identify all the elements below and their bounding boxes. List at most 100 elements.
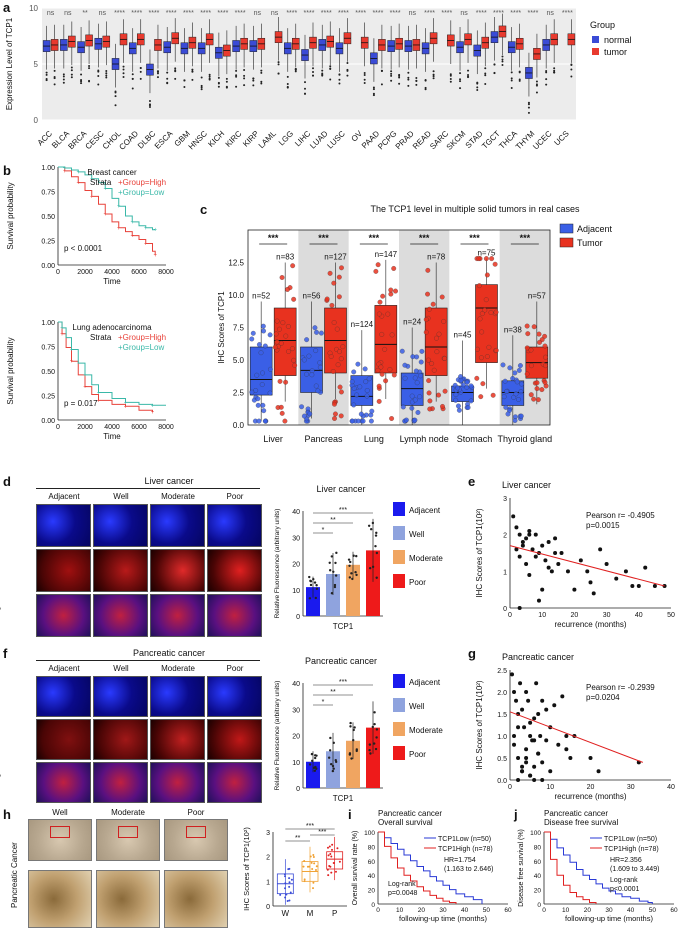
scatter-point bbox=[527, 532, 532, 537]
normal-outlier bbox=[304, 81, 306, 84]
tumor-point bbox=[327, 270, 333, 276]
data-point bbox=[369, 752, 372, 755]
x-tick-label: Liver bbox=[263, 434, 283, 444]
adjacent-point bbox=[412, 397, 418, 403]
tumor-outlier bbox=[553, 67, 556, 70]
tumor-point bbox=[277, 378, 283, 384]
tumor-outlier bbox=[208, 75, 211, 78]
significance-label: ** bbox=[330, 517, 336, 524]
normal-outlier bbox=[217, 76, 220, 79]
data-point bbox=[313, 756, 317, 760]
adjacent-point bbox=[309, 372, 315, 378]
censor-mark: + bbox=[63, 166, 67, 172]
data-point bbox=[311, 867, 314, 870]
data-point bbox=[333, 585, 337, 589]
chart-d-liver-fluorescence: Liver cancer 0 10 20 30 40 Relative Fluorescen… bbox=[274, 484, 443, 631]
data-point bbox=[349, 725, 352, 728]
significance-label: ns bbox=[254, 10, 262, 17]
scatter-point bbox=[512, 742, 517, 747]
bar-0 bbox=[306, 587, 320, 616]
data-point bbox=[329, 762, 333, 766]
normal-outlier bbox=[80, 73, 83, 76]
data-point bbox=[312, 577, 315, 581]
adjacent-point bbox=[307, 411, 313, 417]
scatter-point bbox=[636, 584, 641, 588]
normal-outlier bbox=[235, 85, 238, 88]
tumor-outlier bbox=[53, 83, 56, 86]
adjacent-point bbox=[258, 350, 264, 356]
data-point bbox=[371, 725, 374, 729]
tumor-outlier bbox=[70, 73, 73, 76]
scatter-point bbox=[568, 756, 573, 760]
normal-outlier bbox=[407, 84, 410, 87]
tumor-point bbox=[492, 261, 498, 267]
x-tick-label: 4000 bbox=[104, 424, 120, 431]
tumor-point bbox=[273, 331, 279, 337]
adjacent-point bbox=[409, 393, 415, 399]
x-tick-label: 0 bbox=[508, 784, 512, 791]
ihc-image-grid: Pancreatic Cancer Well Moderate Poor bbox=[10, 808, 239, 929]
micrograph-tile bbox=[207, 594, 262, 637]
row-label: Pancreatic Cancer bbox=[10, 842, 19, 908]
legend-swatch-2 bbox=[393, 550, 405, 564]
significance-label: **** bbox=[131, 10, 142, 17]
scatter-point bbox=[524, 756, 529, 760]
significance-label: *** bbox=[318, 829, 326, 836]
adjacent-point bbox=[259, 382, 265, 388]
tumor-point bbox=[478, 394, 484, 400]
tumor-outlier bbox=[105, 76, 108, 79]
censor-mark: + bbox=[130, 220, 134, 226]
significance-label: **** bbox=[114, 10, 125, 17]
tumor-outlier bbox=[398, 76, 401, 79]
scatter-point bbox=[512, 734, 517, 738]
legend-label-0: TCP1Low (n=50) bbox=[438, 836, 491, 843]
data-point bbox=[308, 865, 311, 868]
data-point bbox=[354, 571, 357, 574]
adjacent-point bbox=[267, 332, 273, 338]
adjacent-point bbox=[255, 402, 261, 408]
data-point bbox=[308, 597, 312, 600]
adjacent-point bbox=[368, 418, 374, 424]
tumor-point bbox=[442, 388, 448, 394]
y-axis-label: Relative Fluorescence (arbitrary units) bbox=[274, 509, 281, 619]
normal-outlier bbox=[114, 91, 117, 94]
normal-outlier bbox=[45, 73, 48, 76]
adjacent-point bbox=[418, 373, 423, 379]
regression-line bbox=[509, 545, 665, 587]
tumor-n-label: n=75 bbox=[477, 249, 496, 258]
column-label: Well bbox=[113, 664, 129, 673]
scatter-point bbox=[520, 540, 525, 544]
adjacent-point bbox=[460, 382, 466, 388]
legend-high: +Group=High bbox=[118, 333, 166, 342]
y-tick-label: 7.5 bbox=[233, 324, 245, 333]
tumor-outlier bbox=[380, 83, 383, 86]
data-point bbox=[375, 576, 378, 579]
censor-mark: + bbox=[70, 359, 74, 365]
tumor-point bbox=[442, 355, 448, 361]
y-tick-label: 3 bbox=[503, 496, 507, 503]
x-tick-label: LUSC bbox=[325, 129, 347, 151]
legend-label-adjacent: Adjacent bbox=[577, 224, 613, 234]
y-tick-label: 10 bbox=[292, 588, 300, 595]
tumor-point bbox=[285, 324, 291, 329]
data-point bbox=[329, 852, 332, 855]
tumor-point bbox=[283, 379, 289, 385]
tumor-outlier bbox=[449, 74, 452, 77]
zoom-box bbox=[118, 826, 138, 838]
scatter-point bbox=[520, 543, 525, 548]
significance-label: ** bbox=[295, 835, 301, 842]
x-tick-label: 2000 bbox=[77, 269, 93, 276]
data-point bbox=[290, 878, 293, 881]
scatter-point bbox=[524, 690, 529, 694]
tumor-outlier bbox=[70, 76, 73, 79]
micrograph-grid-pancreatic: Pancreatic cancer Adjacent Well Moderate Poo… bbox=[0, 648, 264, 806]
tumor-point bbox=[483, 256, 489, 262]
adjacent-point bbox=[516, 397, 522, 402]
tumor-outlier bbox=[501, 58, 504, 61]
y-tick-label: 0 bbox=[537, 902, 541, 909]
x-tick-label: P bbox=[332, 909, 337, 918]
y-tick-label: 1.00 bbox=[41, 320, 55, 327]
tumor-point bbox=[391, 372, 397, 378]
tumor-point bbox=[272, 344, 278, 350]
y-tick-label: 0.75 bbox=[41, 190, 55, 197]
